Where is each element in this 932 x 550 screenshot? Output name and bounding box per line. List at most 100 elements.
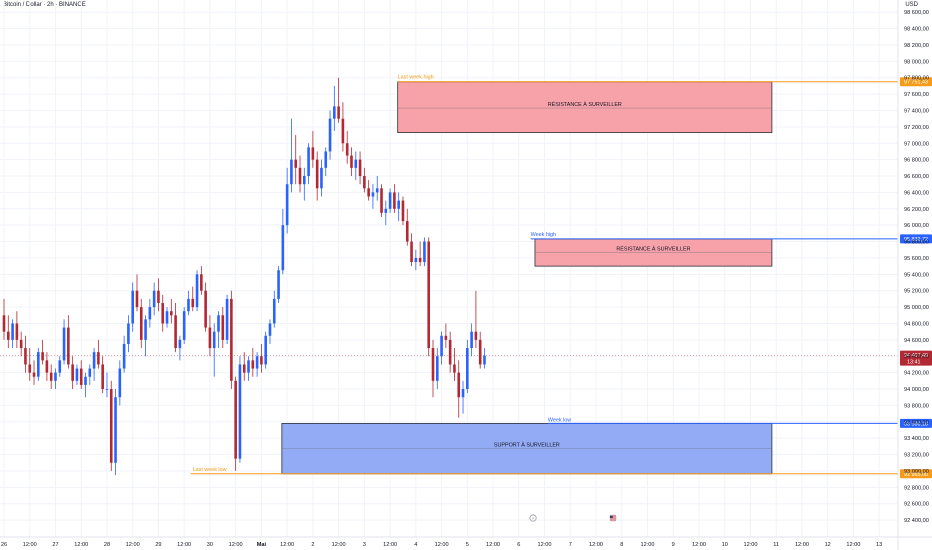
candle-body (221, 315, 225, 340)
candle-body (170, 311, 173, 316)
candle-body (79, 368, 83, 385)
candle-body (225, 298, 229, 340)
candle-body (333, 106, 336, 119)
candle-body (24, 348, 27, 365)
price-tick-label: 98 600,00 (904, 10, 929, 16)
candle-body (45, 360, 49, 373)
candle-body (157, 290, 160, 304)
price-tick-label: 94 200,00 (904, 371, 929, 377)
candle-body (71, 364, 74, 381)
candle-body (19, 339, 23, 349)
flag-stripe (610, 516, 616, 518)
event-icon-1: ⚡ (529, 514, 537, 522)
candle-body (380, 188, 383, 213)
time-tick-label: 12:00 (589, 542, 603, 548)
level-price-tag (900, 77, 932, 87)
candle-body (311, 147, 315, 160)
candle-body (238, 364, 242, 459)
candle-body (161, 303, 165, 324)
time-tick-label: 12:00 (692, 542, 706, 548)
level-label: Last week high (398, 75, 434, 81)
price-tick-label: 95 000,00 (904, 305, 929, 311)
candle-body (401, 200, 405, 222)
price-axis[interactable]: 92 400,00 92 600,00 92 800,00 93 000,00 93 2… (897, 0, 929, 550)
level-price-tag-text: 92 965,00 (904, 472, 928, 478)
price-tick-label: 93 000,00 (904, 469, 929, 475)
price-tick-label: 92 400,00 (904, 518, 929, 524)
candle-body (393, 192, 396, 209)
candle-body (6, 331, 10, 340)
price-tick-label: 93 800,00 (904, 403, 929, 409)
candle-body (88, 368, 92, 377)
time-tick-label: 2 (311, 542, 314, 548)
level-label: Last week low (193, 467, 227, 473)
candle-body (358, 159, 362, 177)
candle-body (144, 319, 147, 340)
time-tick-label: 28 (104, 542, 110, 548)
candle-body (109, 389, 113, 463)
candle-body (320, 167, 323, 189)
candle-body (148, 307, 152, 320)
time-tick-label: 10 (722, 542, 728, 548)
event-icons[interactable]: ⚡ (529, 514, 617, 522)
candle-body (410, 241, 413, 263)
us-flag-icon (609, 514, 617, 522)
price-tick-label: 94 800,00 (904, 321, 929, 327)
candle-body (32, 372, 36, 377)
candle-body (354, 159, 358, 168)
candle-body (268, 323, 272, 336)
time-tick-label: 27 (52, 542, 58, 548)
candle-body (49, 372, 53, 381)
candle-body (328, 118, 332, 152)
event-circle (529, 514, 537, 522)
price-tick-label: 95 200,00 (904, 289, 929, 295)
price-tick-label: 93 600,00 (904, 420, 929, 426)
flag-stripe (610, 518, 616, 520)
time-axis[interactable]: 26 12:00 27 12:00 28 12:00 29 12:00 30 12:00 Mai 12… (0, 536, 932, 548)
zone-label: RÉSISTANCE À SURVEILLER (548, 101, 622, 108)
candle-body (67, 327, 70, 365)
candle-body (294, 159, 298, 168)
price-tick-label: 96 200,00 (904, 207, 929, 213)
time-tick-label: 4 (414, 542, 417, 548)
candle-body (350, 155, 353, 168)
candle-body (435, 356, 439, 381)
candle-body (474, 331, 478, 340)
levels: Last week high 97 751,43 Week high 95 832,7… (0, 75, 932, 479)
candle-body (114, 397, 117, 463)
price-tick-label: 96 600,00 (904, 174, 929, 180)
candle-body (54, 372, 57, 381)
time-tick-label: 12:00 (74, 542, 88, 548)
zones: RÉSISTANCE À SURVEILLER RÉSISTANCE À SURV… (281, 81, 773, 475)
candle-body (84, 376, 87, 385)
price-tick-label: 97 600,00 (904, 92, 929, 98)
candle-body (212, 331, 216, 349)
candle-body (264, 335, 267, 365)
candle-body (242, 364, 246, 373)
time-tick-label: 29 (155, 542, 161, 548)
candle-body (234, 380, 237, 459)
price-tick-label: 98 400,00 (904, 27, 929, 33)
time-tick-label: 12:00 (383, 542, 397, 548)
candle-body (131, 290, 134, 324)
candle-body (62, 327, 66, 361)
candle-body (187, 298, 190, 312)
price-tick-label: 92 600,00 (904, 502, 929, 508)
candle-body (388, 192, 392, 209)
level-price-tag-text: 97 751,43 (904, 80, 928, 86)
candle-body (208, 327, 212, 349)
candle-body (470, 331, 473, 349)
candle-body (483, 355, 486, 365)
candle-body (341, 118, 345, 144)
price-tick-label: 97 000,00 (904, 141, 929, 147)
candle-body (444, 335, 448, 340)
current-price-tag (900, 350, 932, 366)
candle-body (431, 348, 435, 381)
price-tick-label: 95 400,00 (904, 272, 929, 278)
candle-body (2, 315, 6, 332)
candle-body (427, 241, 431, 349)
candle-body (200, 274, 203, 291)
candle-body (307, 147, 310, 177)
candle-body (101, 364, 104, 390)
